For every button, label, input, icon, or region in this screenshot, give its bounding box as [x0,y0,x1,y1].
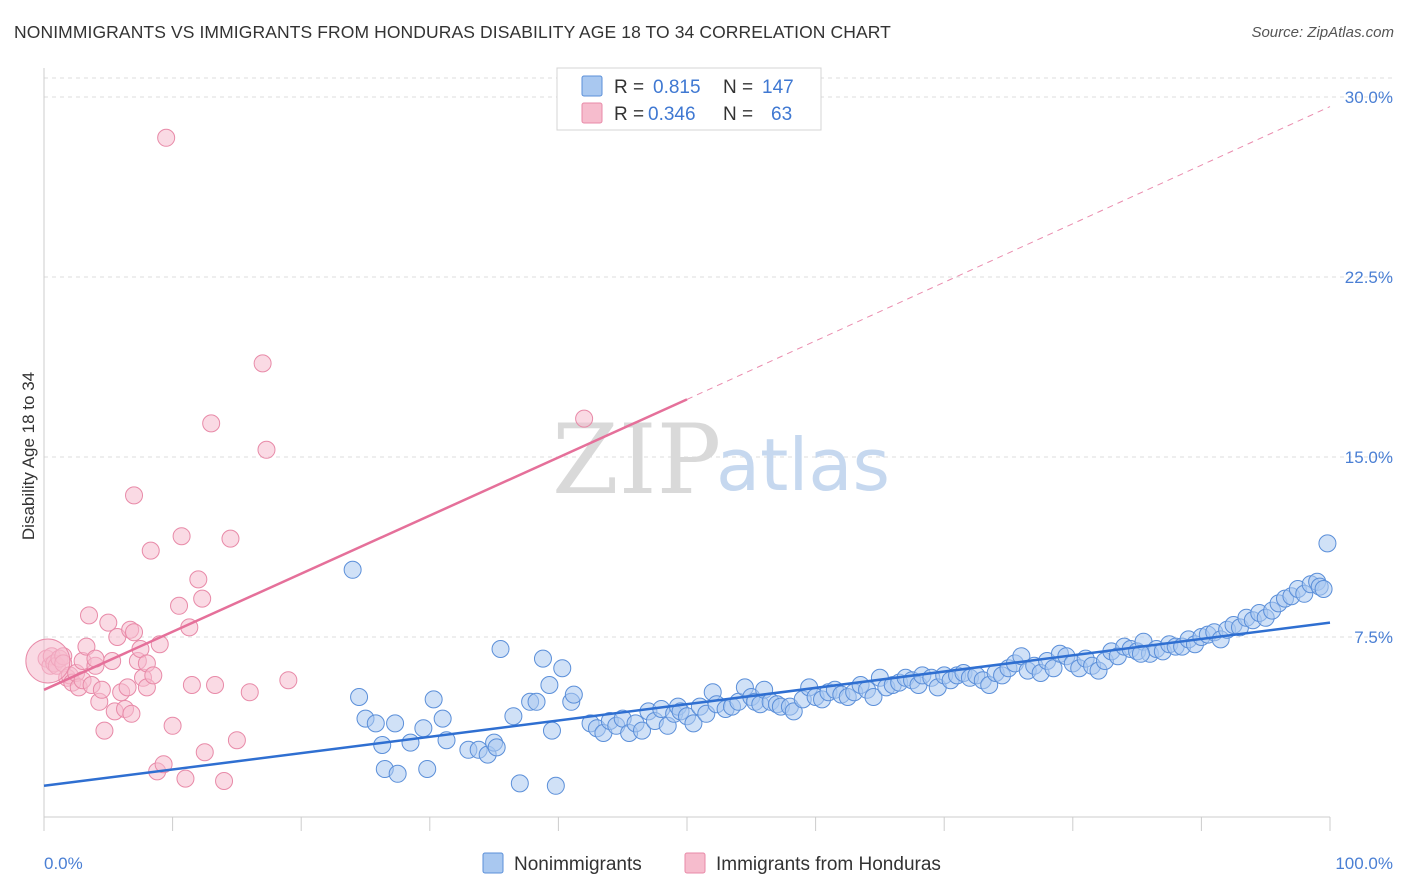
nonimmigrants-point [1314,580,1333,598]
y-tick-label: 7.5% [1354,628,1393,647]
immigrants-point [193,589,212,608]
immigrants-point [170,596,189,615]
nonimmigrants-point [684,714,703,733]
bottom-legend-swatch-pink [684,852,706,874]
immigrants-point [125,486,144,505]
nonimmigrants-point [414,719,433,738]
nonimmigrants-point [1131,644,1150,663]
immigrants-point [257,440,276,459]
legend-r-label-2: R = [614,104,644,125]
trend-lines [43,106,1331,788]
immigrants-point [77,637,96,656]
immigrants-point [172,527,191,546]
nonimmigrants-point [350,688,369,706]
immigrants-point [157,128,176,147]
chart-title: NONIMMIGRANTS VS IMMIGRANTS FROM HONDURA… [14,22,891,42]
nonimmigrants-point [784,702,803,721]
nonimmigrants-point [373,736,392,754]
immigrants-point [144,666,163,685]
gridlines [44,77,1393,638]
nonimmigrants-point [527,692,546,711]
source-note: Source: ZipAtlas.com [1251,24,1394,41]
bottom-legend-label-immigrants: Immigrants from Honduras [716,854,941,875]
nonimmigrants-point [401,733,420,752]
x-tick-label-end: 100.0% [1335,854,1393,873]
nonimmigrants-point [510,774,529,793]
immigrants-point [189,570,208,589]
immigrants-point [195,743,214,762]
immigrants-trend-extension [686,106,1331,400]
immigrants-points [25,128,594,790]
y-tick-labels: 7.5% 15.0% 22.5% 30.0% [1345,88,1393,647]
nonimmigrants-trend-line [43,621,1331,788]
nonimmigrants-point [418,760,437,778]
legend-n-value-1: 147 [762,77,794,98]
immigrants-point [118,678,137,697]
watermark: ZIP atlas [552,404,890,516]
immigrants-point-large [25,638,71,684]
nonimmigrants-point [433,709,452,728]
nonimmigrants-point [424,690,443,709]
legend-r-value-2: 0.346 [648,104,696,125]
nonimmigrants-point [540,676,559,694]
immigrants-point [125,623,144,642]
immigrants-point [99,613,118,632]
immigrants-trend-line [43,398,688,691]
stats-legend: R = 0.815 N = 147 R = 0.346 N = 63 [556,67,822,131]
nonimmigrants-point [487,738,506,757]
watermark-atlas: atlas [716,423,890,507]
legend-swatch-pink [581,102,603,124]
immigrants-point [176,769,195,788]
immigrants-point [215,772,234,790]
nonimmigrants-points [343,534,1337,795]
nonimmigrants-point [542,721,561,740]
nonimmigrants-point [386,714,405,733]
immigrants-point [141,541,160,560]
legend-r-value-1: 0.815 [653,77,701,98]
immigrants-point [80,606,99,625]
immigrants-point [202,414,221,433]
legend-n-value-2: 63 [771,104,792,125]
immigrants-point [206,676,225,694]
nonimmigrants-point [343,560,362,579]
nonimmigrants-point [564,685,583,704]
immigrants-point [279,671,298,690]
legend-swatch-blue [581,75,603,97]
nonimmigrants-point [864,688,883,706]
y-axis-label: Disability Age 18 to 34 [19,372,38,540]
bottom-legend: Nonimmigrants Immigrants from Honduras [482,852,941,875]
nonimmigrants-point [504,707,523,726]
immigrants-point [92,680,111,699]
nonimmigrants-point [553,659,572,678]
nonimmigrants-point [366,714,385,733]
immigrants-point [154,755,173,774]
nonimmigrants-point [388,764,407,783]
y-tick-label: 15.0% [1345,448,1393,467]
nonimmigrants-point [546,776,565,795]
immigrants-point [95,721,114,740]
legend-n-label-1: N = [723,77,753,98]
immigrants-point [240,683,259,702]
nonimmigrants-point [1318,534,1337,553]
immigrants-point [575,409,594,428]
bottom-legend-swatch-blue [482,852,504,874]
y-tick-label: 30.0% [1345,88,1393,107]
nonimmigrants-point [533,649,552,668]
immigrants-point [227,731,246,750]
bottom-legend-label-nonimmigrants: Nonimmigrants [514,854,642,875]
nonimmigrants-point [632,721,651,740]
immigrants-point [182,676,201,694]
x-tick-label-start: 0.0% [44,854,83,873]
x-ticks [43,817,1331,831]
legend-r-label-1: R = [614,77,644,98]
immigrants-point [253,354,272,373]
immigrants-point [122,704,141,723]
legend-n-label-2: N = [723,104,753,125]
nonimmigrants-point [491,640,510,658]
immigrants-point [221,529,240,548]
y-tick-label: 22.5% [1345,268,1393,287]
immigrants-point [163,716,182,735]
